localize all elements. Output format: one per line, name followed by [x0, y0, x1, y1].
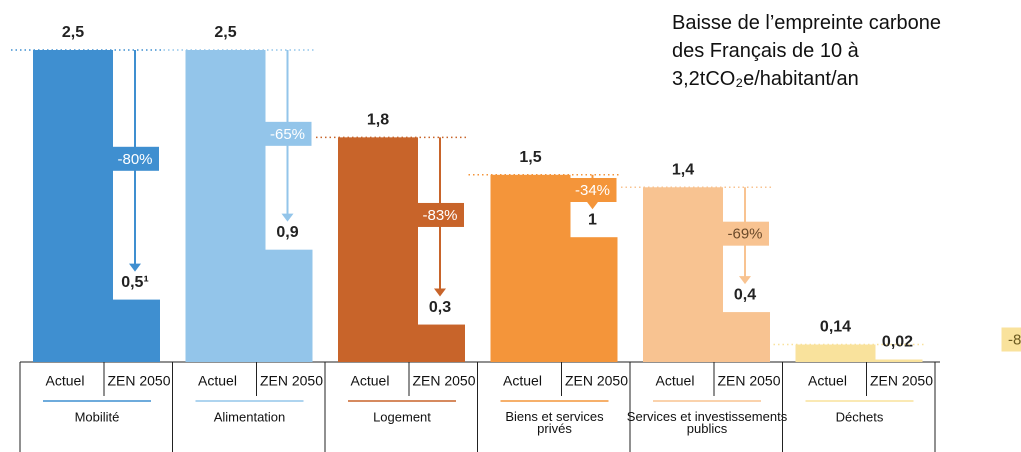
- value-label: 0,02: [882, 334, 913, 351]
- sub-label: Actuel: [808, 373, 847, 389]
- value-label: 1: [588, 211, 597, 228]
- arrow-head: [586, 201, 599, 210]
- value-label: 0,14: [820, 319, 851, 336]
- category-label: Biens et services privés: [505, 409, 604, 436]
- value-label: 0,5¹: [121, 274, 149, 291]
- bar-actuel: [490, 174, 571, 362]
- sub-label: ZEN 2050: [717, 373, 780, 389]
- sub-label: Actuel: [351, 373, 390, 389]
- category-label: Mobilité: [75, 409, 120, 424]
- arrow-head: [281, 213, 294, 222]
- sub-label: Actuel: [656, 373, 695, 389]
- bar-actuel: [338, 137, 418, 362]
- value-label: 1,5: [519, 149, 541, 166]
- category-label: Déchets: [836, 409, 884, 424]
- bar-zen: [720, 312, 770, 362]
- sub-label: ZEN 2050: [412, 373, 475, 389]
- sub-label: ZEN 2050: [260, 373, 323, 389]
- change-label: -65%: [270, 126, 305, 143]
- change-label: -34%: [575, 182, 610, 199]
- sub-label: ZEN 2050: [870, 373, 933, 389]
- category-label: Alimentation: [214, 409, 286, 424]
- chart-title: Baisse de l’empreinte carbone des Françai…: [672, 12, 941, 90]
- sub-label: ZEN 2050: [565, 373, 628, 389]
- sub-label: Actuel: [503, 373, 542, 389]
- bar-zen: [872, 359, 923, 362]
- change-box: [416, 202, 464, 227]
- bar-zen: [567, 237, 618, 362]
- change-label: -83%: [422, 207, 457, 224]
- bar-actuel: [185, 50, 266, 362]
- bar-zen: [262, 249, 313, 362]
- bar-actuel: [643, 187, 723, 362]
- change-box: [263, 121, 312, 146]
- bar-actuel: [795, 344, 876, 362]
- arrow-head: [434, 288, 446, 297]
- change-box: [111, 146, 159, 171]
- value-label: 1,8: [367, 112, 389, 129]
- change-box: [568, 178, 617, 202]
- change-box: [1001, 327, 1021, 352]
- value-label: 2,5: [62, 24, 84, 41]
- change-label: -80%: [117, 151, 152, 168]
- change-label: -69%: [727, 226, 762, 243]
- bar-zen: [110, 299, 160, 362]
- category-label: Logement: [373, 409, 431, 424]
- bar-zen: [415, 324, 465, 362]
- sub-label: ZEN 2050: [107, 373, 170, 389]
- sub-label: Actuel: [198, 373, 237, 389]
- value-label: 2,5: [214, 24, 236, 41]
- value-label: 1,4: [672, 161, 694, 178]
- category-label: Services et investissements publics: [627, 409, 788, 436]
- value-label: 0,3: [429, 299, 451, 316]
- value-label: 0,4: [734, 286, 756, 303]
- arrow-head: [739, 276, 751, 285]
- bar-actuel: [33, 50, 113, 362]
- change-label: -84%: [1008, 331, 1021, 348]
- value-label: 0,9: [276, 224, 298, 241]
- change-box: [721, 221, 769, 246]
- arrow-head: [129, 263, 141, 272]
- sub-label: Actuel: [46, 373, 85, 389]
